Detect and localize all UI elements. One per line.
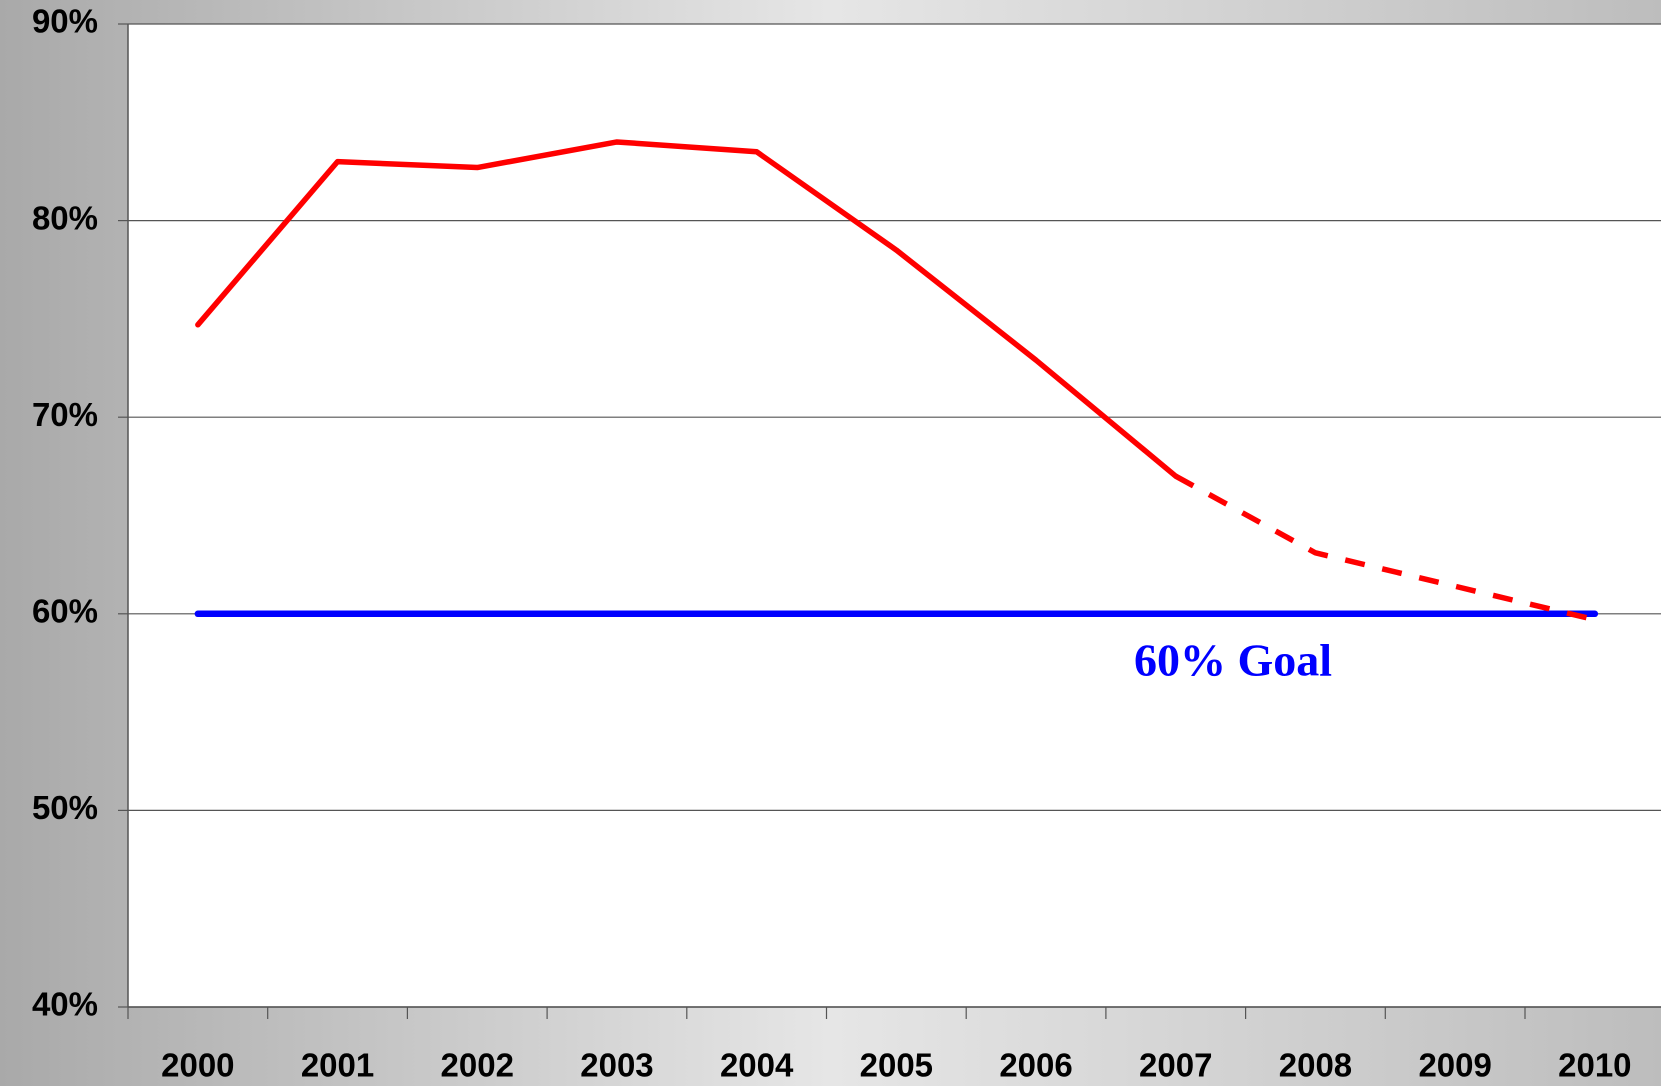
y-tick-label: 40% [32, 986, 98, 1023]
x-tick-label: 2006 [999, 1047, 1072, 1084]
series-line [1174, 473, 1596, 623]
x-tick-label: 2008 [1279, 1047, 1352, 1084]
x-tick-label: 2005 [860, 1047, 933, 1084]
plot-area [128, 24, 1661, 1007]
x-tick-label: 2009 [1418, 1047, 1491, 1084]
x-tick-label: 2001 [301, 1047, 374, 1084]
y-tick-label: 70% [32, 396, 98, 433]
x-tick-label: 2002 [441, 1047, 514, 1084]
annotation: 60% Goal [1134, 635, 1332, 686]
x-tick-label: 2010 [1558, 1047, 1631, 1084]
x-tick-label: 2003 [580, 1047, 653, 1084]
y-tick-label: 80% [32, 199, 98, 236]
y-tick-label: 60% [32, 593, 98, 630]
x-tick-label: 2000 [161, 1047, 234, 1084]
series-line [195, 139, 1179, 479]
y-tick-label: 50% [32, 789, 98, 826]
y-tick-label: 90% [32, 3, 98, 40]
x-tick-label: 2004 [720, 1047, 794, 1084]
x-tick-label: 2007 [1139, 1047, 1212, 1084]
